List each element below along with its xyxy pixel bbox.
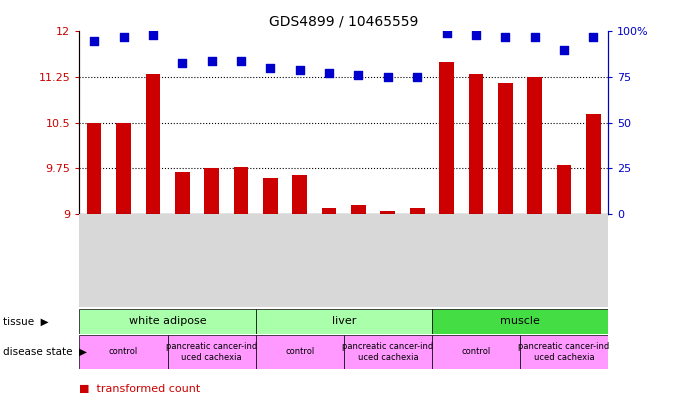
Text: liver: liver: [332, 316, 356, 326]
Bar: [432, 309, 608, 334]
Point: [236, 57, 247, 64]
Bar: [167, 335, 256, 369]
Bar: [256, 335, 344, 369]
Bar: [234, 167, 248, 214]
Bar: [520, 335, 608, 369]
Point: [529, 34, 540, 40]
Text: pancreatic cancer-ind
uced cachexia: pancreatic cancer-ind uced cachexia: [166, 342, 257, 362]
Point: [206, 57, 217, 64]
Point: [147, 32, 158, 38]
Bar: [322, 208, 337, 214]
Bar: [87, 123, 102, 214]
Point: [471, 32, 482, 38]
Text: disease state  ▶: disease state ▶: [3, 347, 88, 357]
Text: muscle: muscle: [500, 316, 540, 326]
Bar: [344, 335, 432, 369]
Text: control: control: [462, 347, 491, 356]
Point: [441, 30, 452, 37]
Bar: [527, 77, 542, 214]
Title: GDS4899 / 10465559: GDS4899 / 10465559: [269, 15, 419, 29]
Bar: [79, 335, 167, 369]
Point: [177, 59, 188, 66]
Text: control: control: [285, 347, 314, 356]
Point: [323, 70, 334, 77]
Bar: [292, 174, 307, 214]
Point: [558, 46, 569, 53]
Bar: [468, 74, 483, 214]
Point: [382, 74, 393, 80]
Point: [588, 34, 599, 40]
Point: [118, 34, 129, 40]
Point: [88, 37, 100, 44]
Text: pancreatic cancer-ind
uced cachexia: pancreatic cancer-ind uced cachexia: [342, 342, 433, 362]
Point: [412, 74, 423, 80]
Text: tissue  ▶: tissue ▶: [3, 316, 49, 326]
Bar: [432, 335, 520, 369]
Point: [500, 34, 511, 40]
Point: [294, 67, 305, 73]
Text: pancreatic cancer-ind
uced cachexia: pancreatic cancer-ind uced cachexia: [518, 342, 609, 362]
Point: [353, 72, 364, 79]
Point: [265, 65, 276, 71]
Bar: [79, 309, 256, 334]
Bar: [263, 178, 278, 214]
Bar: [205, 169, 219, 214]
Text: control: control: [109, 347, 138, 356]
Bar: [381, 211, 395, 214]
Bar: [146, 74, 160, 214]
Bar: [116, 123, 131, 214]
Bar: [175, 172, 189, 214]
Bar: [586, 114, 600, 214]
Bar: [351, 205, 366, 214]
Text: ■  transformed count: ■ transformed count: [79, 383, 200, 393]
Text: white adipose: white adipose: [129, 316, 207, 326]
Bar: [410, 208, 424, 214]
Bar: [439, 62, 454, 214]
Bar: [557, 165, 571, 214]
Bar: [498, 83, 513, 214]
Bar: [256, 309, 432, 334]
